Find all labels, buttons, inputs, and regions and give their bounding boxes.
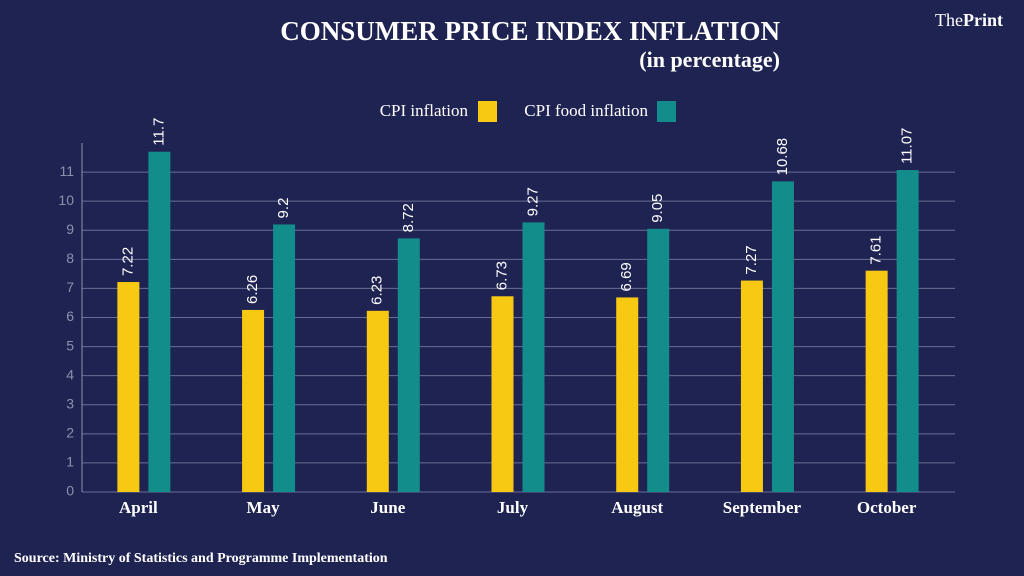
x-tick-label: May (247, 498, 281, 517)
value-label: 6.26 (244, 275, 261, 304)
value-label: 6.73 (493, 261, 510, 290)
value-label: 7.22 (119, 247, 136, 276)
x-tick-label: July (497, 498, 529, 517)
y-tick-label: 3 (66, 395, 74, 411)
x-tick-label: April (119, 498, 158, 517)
legend-swatch (478, 101, 497, 122)
value-label: 6.69 (618, 262, 635, 291)
bar (273, 224, 296, 492)
bar (148, 151, 171, 492)
brand-prefix: The (935, 10, 963, 30)
x-tick-label: September (723, 498, 802, 517)
brand-name: Print (963, 10, 1003, 30)
value-label: 9.2 (275, 198, 292, 219)
bar (117, 282, 140, 492)
bar (865, 270, 888, 492)
y-tick-label: 1 (66, 454, 74, 470)
chart-subtitle: (in percentage) (639, 47, 780, 72)
source: Source: Ministry of Statistics and Progr… (14, 551, 388, 566)
y-tick-label: 6 (66, 308, 74, 324)
y-tick-label: 8 (66, 250, 74, 266)
brand: ThePrint (935, 10, 1003, 30)
y-tick-label: 0 (66, 483, 74, 499)
value-label: 7.61 (868, 235, 885, 264)
y-tick-label: 9 (66, 221, 74, 237)
y-tick-label: 10 (58, 192, 74, 208)
value-label: 11.07 (899, 128, 916, 164)
y-tick-label: 11 (59, 163, 74, 179)
bar (647, 228, 670, 492)
value-label: 6.23 (369, 276, 386, 305)
bar (397, 238, 420, 492)
bar (522, 222, 545, 492)
x-tick-label: August (611, 498, 663, 517)
value-label: 11.7 (150, 118, 167, 146)
value-label: 8.72 (400, 203, 417, 232)
y-tick-label: 4 (66, 366, 74, 382)
bar (771, 181, 794, 492)
x-tick-label: June (370, 498, 405, 517)
x-tick-label: October (857, 498, 917, 517)
bar (491, 296, 514, 492)
y-tick-label: 7 (66, 279, 74, 295)
legend-label: CPI inflation (380, 101, 469, 120)
bar (366, 310, 389, 492)
value-label: 10.68 (774, 138, 791, 176)
bar (896, 170, 919, 493)
value-label: 9.05 (649, 194, 666, 223)
chart-title: CONSUMER PRICE INDEX INFLATION (280, 16, 780, 46)
value-label: 7.27 (743, 245, 760, 274)
bar (740, 280, 763, 492)
bar (616, 297, 639, 492)
y-tick-label: 5 (66, 337, 74, 353)
legend-label: CPI food inflation (524, 101, 648, 120)
legend-swatch (657, 101, 676, 122)
value-label: 9.27 (524, 187, 541, 216)
y-tick-label: 2 (66, 425, 74, 441)
bar (242, 309, 265, 492)
